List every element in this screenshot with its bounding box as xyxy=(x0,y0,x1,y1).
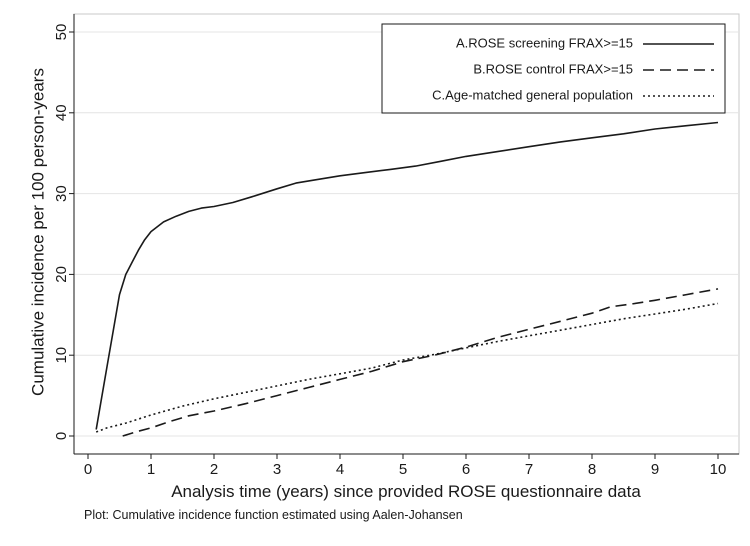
x-tick-label-3: 3 xyxy=(273,461,281,478)
x-tick-label-2: 2 xyxy=(210,461,218,478)
series-layer xyxy=(95,121,719,437)
legend-box xyxy=(381,23,726,114)
x-tick-label-6: 6 xyxy=(462,461,470,478)
series-line-b xyxy=(122,288,719,437)
x-tick-label-8: 8 xyxy=(588,461,596,478)
y-tick-label-50: 50 xyxy=(53,24,70,41)
series-line-a xyxy=(95,121,719,430)
x-tick-label-7: 7 xyxy=(525,461,533,478)
x-tick-label-9: 9 xyxy=(651,461,659,478)
legend-items: A.ROSE screening FRAX>=15 B.ROSE control … xyxy=(432,35,714,102)
legend-label-b: B.ROSE control FRAX>=15 xyxy=(473,61,633,76)
legend-label-c: C.Age-matched general population xyxy=(432,87,633,102)
y-tick-label-10: 10 xyxy=(53,347,70,364)
legend-label-a: A.ROSE screening FRAX>=15 xyxy=(456,35,633,50)
x-tick-label-1: 1 xyxy=(147,461,155,478)
y-axis-ticks: 0 10 20 30 40 50 xyxy=(53,24,74,440)
x-axis-ticks: 0 1 2 3 4 5 6 7 8 9 10 xyxy=(84,454,727,478)
x-tick-label-5: 5 xyxy=(399,461,407,478)
legend: A.ROSE screening FRAX>=15 B.ROSE control … xyxy=(381,23,726,114)
y-tick-label-20: 20 xyxy=(53,266,70,283)
x-tick-label-0: 0 xyxy=(84,461,92,478)
y-axis-title: Cumulative incidence per 100 person-year… xyxy=(28,68,47,396)
y-tick-label-40: 40 xyxy=(53,104,70,121)
y-tick-label-0: 0 xyxy=(53,432,70,440)
y-tick-label-30: 30 xyxy=(53,185,70,202)
x-tick-label-4: 4 xyxy=(336,461,344,478)
x-axis-title: Analysis time (years) since provided ROS… xyxy=(171,482,641,501)
footnote: Plot: Cumulative incidence function esti… xyxy=(84,508,463,522)
x-tick-label-10: 10 xyxy=(710,461,727,478)
